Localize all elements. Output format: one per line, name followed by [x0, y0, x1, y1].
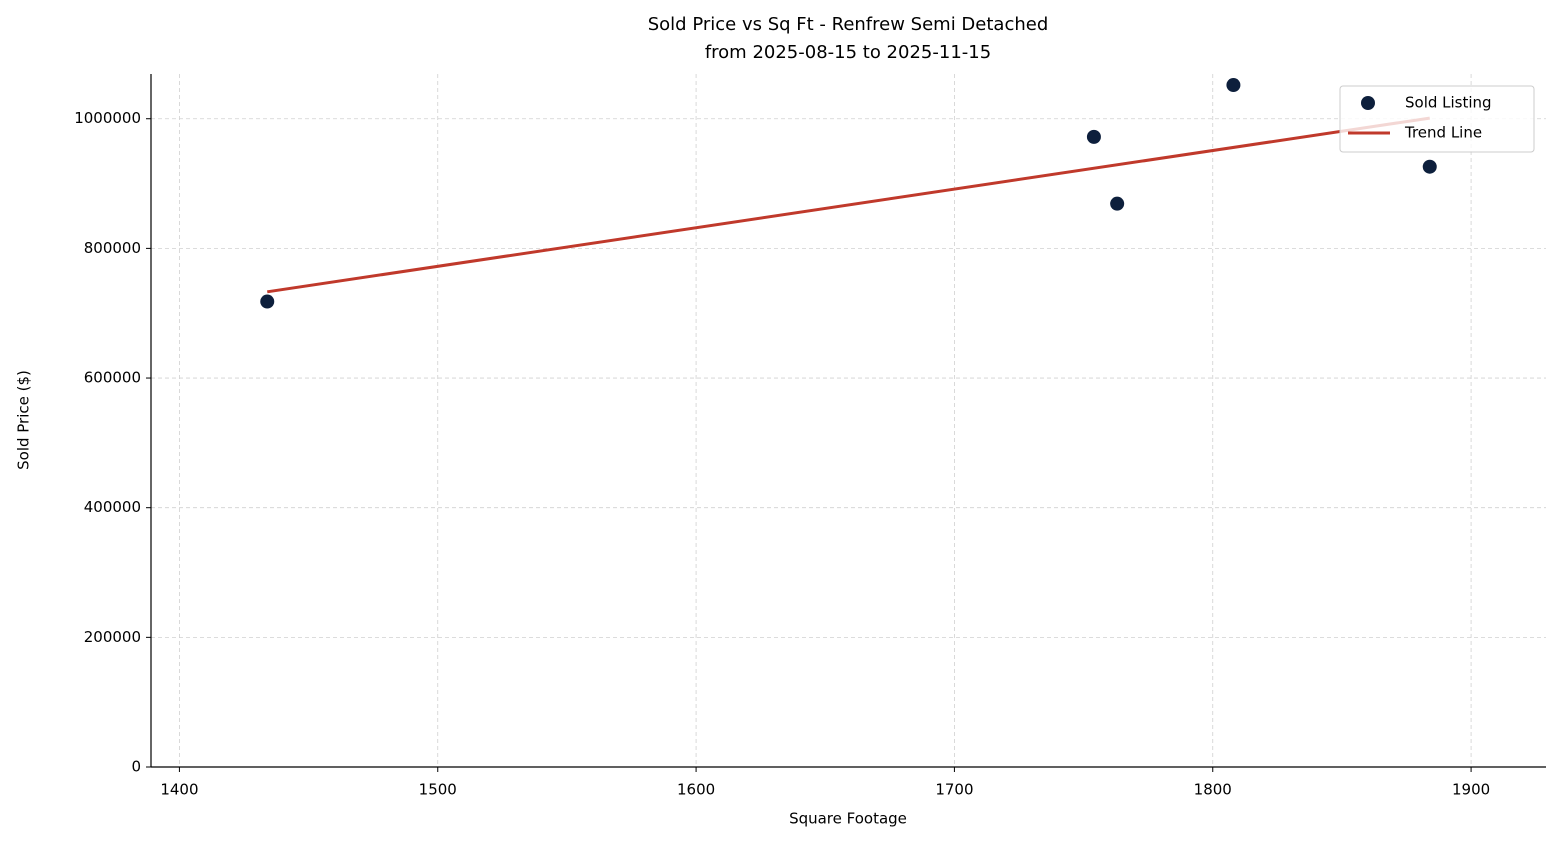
chart-title: Sold Price vs Sq Ft - Renfrew Semi Detac… — [648, 14, 1049, 35]
legend-box — [1339, 85, 1535, 153]
data-point — [1226, 78, 1241, 93]
x-tick-label: 1500 — [419, 781, 457, 799]
y-axis-label: Sold Price ($) — [15, 370, 33, 470]
y-tick-label: 1000000 — [74, 109, 141, 127]
x-tick-label: 1700 — [935, 781, 973, 799]
legend-label: Sold Listing — [1405, 94, 1492, 112]
x-axis-label: Square Footage — [789, 810, 907, 828]
y-tick-label: 400000 — [84, 498, 141, 516]
data-point — [1086, 129, 1101, 144]
y-tick-label: 600000 — [84, 369, 141, 387]
x-tick-label: 1600 — [677, 781, 715, 799]
chart-subtitle: from 2025-08-15 to 2025-11-15 — [705, 42, 991, 63]
data-point — [260, 294, 275, 309]
x-tick-label: 1900 — [1452, 781, 1490, 799]
data-point — [1110, 196, 1125, 211]
y-tick-label: 200000 — [84, 628, 141, 646]
data-point — [1422, 159, 1437, 174]
x-tick-label: 1400 — [160, 781, 198, 799]
y-tick-label: 0 — [131, 758, 141, 776]
trend-line — [267, 116, 1430, 294]
legend-label: Trend Line — [1404, 124, 1482, 142]
y-tick-label: 800000 — [84, 239, 141, 257]
x-tick-label: 1800 — [1194, 781, 1232, 799]
legend-marker — [1361, 96, 1375, 110]
